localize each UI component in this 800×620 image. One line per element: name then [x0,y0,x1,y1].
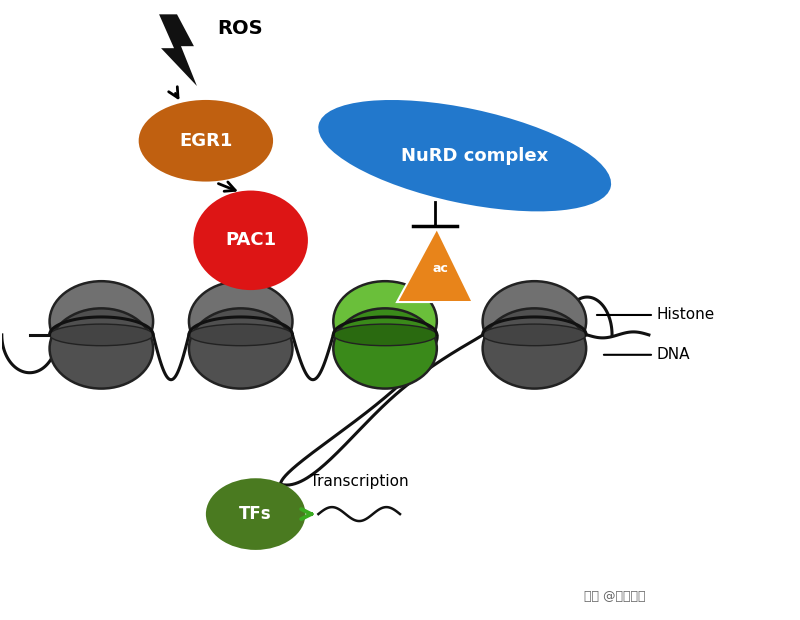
Text: ac: ac [433,262,449,275]
Ellipse shape [138,100,273,182]
Text: EGR1: EGR1 [179,132,233,150]
Ellipse shape [50,324,153,346]
Text: 头条 @医者唐一: 头条 @医者唐一 [584,590,646,603]
Ellipse shape [482,281,586,361]
Ellipse shape [189,308,293,389]
Ellipse shape [50,281,153,361]
Ellipse shape [334,308,437,389]
Text: Histone: Histone [657,308,715,322]
Ellipse shape [206,478,306,550]
Text: TFs: TFs [239,505,272,523]
Ellipse shape [189,324,293,346]
Text: Transcription: Transcription [310,474,409,489]
Ellipse shape [482,324,586,346]
Text: PAC1: PAC1 [225,231,276,249]
Ellipse shape [318,100,611,211]
Ellipse shape [334,324,437,346]
Text: DNA: DNA [657,347,690,362]
Ellipse shape [334,281,437,361]
Text: ROS: ROS [217,19,262,38]
Ellipse shape [482,308,586,389]
Text: NuRD complex: NuRD complex [401,147,548,165]
Ellipse shape [189,281,293,361]
Ellipse shape [194,190,308,290]
Ellipse shape [50,308,153,389]
Polygon shape [159,14,197,86]
Polygon shape [397,228,473,302]
